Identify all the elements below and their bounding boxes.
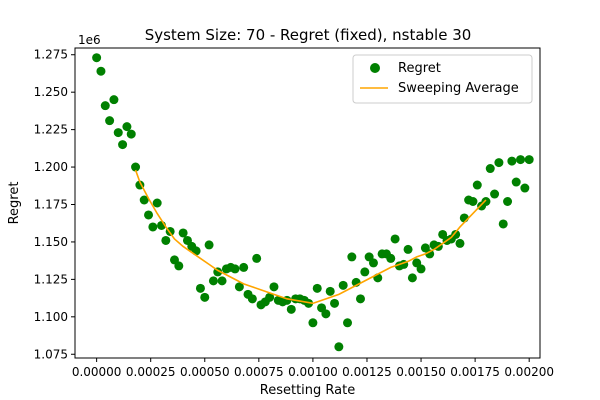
legend: Regret Sweeping Average	[352, 54, 533, 104]
regret-point	[490, 189, 500, 199]
regret-point	[481, 197, 491, 207]
regret-point	[312, 283, 322, 293]
y-tick-label: 1.200	[34, 160, 68, 174]
regret-point	[148, 222, 158, 232]
chart-title: System Size: 70 - Regret (fixed), nstabl…	[145, 26, 472, 44]
x-tick-label: 0.00125	[342, 365, 392, 379]
y-tick-label: 1.175	[34, 197, 68, 211]
regret-point	[234, 282, 244, 292]
regret-point	[204, 240, 214, 250]
regret-point	[100, 101, 110, 111]
y-tick-label: 1.225	[34, 123, 68, 137]
regret-point	[308, 318, 318, 328]
regret-point	[503, 197, 513, 207]
x-tick-label: 0.00000	[72, 365, 122, 379]
regret-point	[92, 53, 102, 63]
regret-point	[360, 267, 370, 277]
axis-ticks: 0.00000 0.00025 0.00050 0.00075 0.00100 0.001…	[34, 48, 554, 379]
y-axis-label: Regret	[7, 182, 22, 225]
regret-point	[368, 258, 378, 268]
y-tick-label: 1.125	[34, 272, 68, 286]
regret-point	[390, 234, 400, 244]
regret-point	[230, 264, 240, 274]
regret-point	[498, 219, 508, 229]
regret-point	[451, 229, 461, 239]
regret-point	[239, 262, 249, 272]
y-tick-label: 1.075	[34, 347, 68, 361]
regret-point	[524, 155, 534, 165]
regret-point	[507, 156, 517, 166]
regret-point	[118, 140, 128, 150]
y-tick-label: 1.250	[34, 85, 68, 99]
regret-point	[416, 264, 426, 274]
regret-point	[144, 210, 154, 220]
legend-box	[352, 54, 533, 104]
regret-point	[459, 213, 469, 223]
y-tick-label: 1.150	[34, 235, 68, 249]
legend-label-sweeping-average: Sweeping Average	[398, 81, 519, 96]
regret-point	[343, 318, 353, 328]
regret-point	[152, 198, 162, 208]
regret-point	[330, 298, 340, 308]
x-tick-label: 0.00075	[234, 365, 284, 379]
regret-point	[122, 122, 132, 132]
regret-point	[105, 116, 115, 126]
regret-point	[468, 197, 478, 207]
regret-point	[217, 276, 227, 286]
regret-point	[338, 280, 348, 290]
legend-label-regret: Regret	[398, 61, 441, 76]
regret-point	[455, 238, 465, 248]
regret-point	[265, 292, 275, 302]
regret-point	[113, 128, 123, 138]
regret-point	[321, 309, 331, 319]
regret-point	[195, 283, 205, 293]
regret-point	[403, 244, 413, 254]
x-tick-label: 0.00175	[450, 365, 500, 379]
regret-point	[252, 253, 262, 263]
data-marks	[92, 53, 534, 352]
regret-point	[472, 180, 482, 190]
regret-point	[511, 177, 521, 187]
regret-point	[174, 261, 184, 271]
regret-point	[516, 155, 526, 165]
x-tick-label: 0.00050	[180, 365, 230, 379]
regret-point	[485, 164, 495, 174]
sweeping-average-line	[134, 169, 487, 305]
regret-point	[355, 294, 365, 304]
regret-point	[425, 249, 435, 259]
regret-point	[109, 95, 119, 105]
x-tick-label: 0.00025	[126, 365, 176, 379]
regret-point	[347, 252, 357, 262]
y-tick-label: 1.100	[34, 310, 68, 324]
regret-point	[286, 304, 296, 314]
regret-point	[161, 235, 171, 245]
regret-point	[139, 195, 149, 205]
regret-point	[386, 253, 396, 263]
x-tick-label: 0.00200	[504, 365, 554, 379]
regret-point	[494, 158, 504, 168]
legend-marker-regret	[370, 63, 380, 73]
x-axis-label: Resetting Rate	[260, 383, 355, 398]
regret-point	[131, 162, 141, 172]
regret-point	[126, 129, 136, 139]
y-tick-label: 1.275	[34, 48, 68, 62]
x-tick-label: 0.00100	[288, 365, 338, 379]
regret-point	[269, 282, 279, 292]
regret-point	[178, 228, 188, 238]
y-axis-multiplier: 1e6	[78, 33, 101, 47]
regret-point	[96, 66, 106, 76]
regret-point	[334, 342, 344, 352]
x-tick-label: 0.00150	[396, 365, 446, 379]
regret-point	[520, 183, 530, 193]
regret-point	[200, 292, 210, 302]
regret-point	[247, 294, 257, 304]
regret-point	[325, 286, 335, 296]
regret-point	[407, 273, 417, 283]
regret-point	[208, 276, 218, 286]
